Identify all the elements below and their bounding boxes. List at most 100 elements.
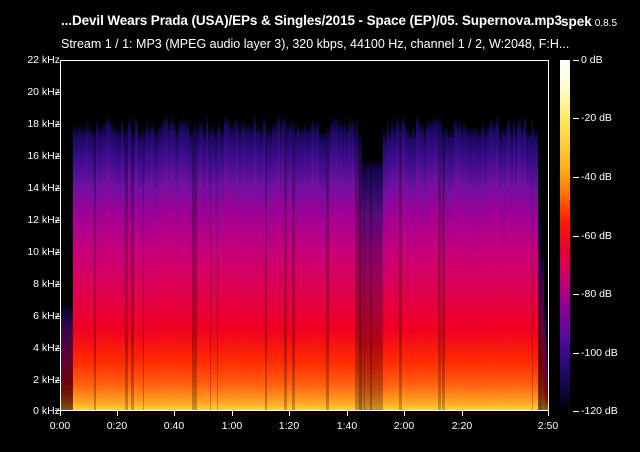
- spectrogram-column: [402, 113, 405, 410]
- spectrogram-column: [373, 158, 376, 410]
- y-tick-label: 8 kHz: [33, 278, 60, 290]
- spectrogram-column: [312, 115, 314, 410]
- spectrogram-column: [267, 128, 269, 410]
- app-version: 0.8.5: [594, 18, 618, 29]
- y-tick-mark: [55, 348, 60, 349]
- spectrogram-column: [463, 121, 466, 410]
- colorbar-label: -100 dB: [581, 347, 618, 359]
- x-tick-mark: [347, 411, 348, 416]
- spectrogram-column: [433, 115, 436, 410]
- spectrogram-column: [515, 127, 517, 410]
- spectrogram-column: [362, 158, 363, 410]
- spectrogram-column: [113, 125, 114, 410]
- y-tick-mark: [55, 188, 60, 189]
- spectrogram-column: [299, 124, 300, 410]
- spectrogram-column: [473, 123, 475, 410]
- spectrogram-column: [208, 127, 209, 410]
- spectrogram-column: [236, 118, 239, 410]
- y-tick-label: 22 kHz: [27, 54, 60, 66]
- spectrogram-column: [484, 127, 487, 410]
- spectrogram-column: [244, 121, 246, 410]
- spectrogram-column: [329, 123, 331, 410]
- spectrogram-column: [448, 129, 451, 410]
- y-tick-mark: [55, 410, 60, 411]
- spectrogram-column: [487, 123, 489, 410]
- spectrogram-column: [218, 118, 219, 410]
- spectrogram-column: [206, 115, 208, 410]
- spectrogram-column: [539, 218, 541, 410]
- spectrogram-column: [431, 119, 433, 410]
- y-tick-mark: [55, 252, 60, 253]
- spectrogram-column: [413, 120, 414, 410]
- y-tick-mark: [55, 124, 60, 125]
- spectrogram-column: [363, 158, 364, 410]
- spectrogram-column: [131, 127, 134, 410]
- spectrogram-column: [478, 129, 481, 410]
- spectrogram-column: [65, 305, 67, 410]
- spectrogram-column: [502, 124, 504, 410]
- spectrogram-column: [301, 125, 302, 410]
- app-name: spek: [561, 14, 592, 29]
- x-tick-label: 0:40: [163, 420, 185, 432]
- spectrogram-column: [281, 116, 284, 410]
- spectrogram-column: [239, 128, 241, 410]
- spectrogram-column: [345, 124, 347, 410]
- spectrogram-column: [442, 126, 445, 410]
- spectrogram-column: [326, 125, 329, 410]
- spectrogram-column: [146, 122, 147, 410]
- colorbar-label: -120 dB: [581, 405, 618, 417]
- spectrogram-column: [231, 120, 234, 410]
- spectrogram-column: [63, 305, 64, 410]
- spectrogram-column: [247, 121, 250, 410]
- colorbar-tick-mark: [573, 236, 579, 237]
- x-tick-mark: [60, 411, 61, 416]
- spectrogram-column: [189, 127, 192, 410]
- spectrogram-column: [524, 114, 526, 410]
- spectrogram-image: [61, 61, 548, 410]
- spectrogram-column: [230, 127, 231, 410]
- spectrogram-column: [78, 123, 81, 410]
- spectrogram-column: [203, 127, 206, 410]
- spectrogram-column: [101, 123, 103, 410]
- spectrogram-column: [296, 126, 297, 410]
- spectrogram-column: [454, 116, 457, 410]
- x-tick-mark: [232, 411, 233, 416]
- spectrogram-column: [519, 116, 521, 410]
- spectrogram-column: [73, 123, 74, 410]
- spectrogram-column: [284, 114, 286, 410]
- spectrogram-column: [436, 115, 438, 410]
- x-tick-mark: [117, 411, 118, 416]
- spectrogram-column: [457, 121, 459, 410]
- app-label: spek 0.8.5: [561, 13, 617, 31]
- spectrogram-column: [532, 117, 533, 410]
- spectrogram-column: [211, 122, 214, 410]
- spectrogram-column: [163, 115, 164, 410]
- spectrogram-column: [472, 126, 473, 410]
- y-tick-label: 10 kHz: [27, 246, 60, 258]
- spectrogram-column: [110, 119, 113, 410]
- y-tick-label: 18 kHz: [27, 118, 60, 130]
- spectrogram-column: [148, 124, 151, 410]
- spectrogram-column: [154, 129, 156, 410]
- spectrogram-column: [322, 129, 325, 410]
- spectrogram-column: [200, 120, 203, 410]
- spectrogram-column: [408, 127, 409, 410]
- spectrogram-column: [331, 117, 332, 410]
- spectrogram-column: [419, 119, 421, 410]
- spectrogram-column: [347, 123, 348, 410]
- colorbar-label: -60 dB: [581, 230, 612, 242]
- spectrogram-column: [280, 130, 281, 410]
- y-tick-label: 0 kHz: [33, 405, 60, 417]
- spectrogram-column: [259, 124, 262, 410]
- spectrogram-column: [286, 120, 287, 410]
- x-tick-mark: [174, 411, 175, 416]
- spectrogram-column: [166, 113, 168, 410]
- spectrogram-column: [445, 125, 448, 410]
- spectrogram-column: [367, 158, 370, 410]
- spectrogram-column: [217, 124, 218, 410]
- spectrogram-column: [421, 121, 424, 410]
- spectrogram-column: [332, 117, 335, 410]
- y-tick-label: 4 kHz: [33, 342, 60, 354]
- spectrogram-column: [438, 113, 441, 410]
- spectrogram-column: [493, 119, 496, 410]
